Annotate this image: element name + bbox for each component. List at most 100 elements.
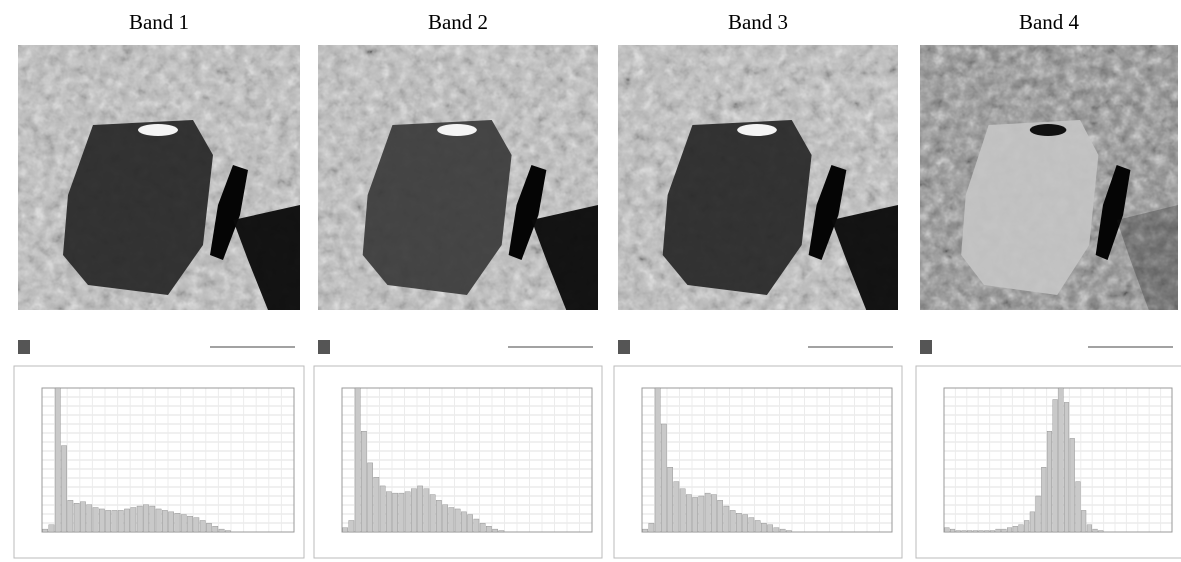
- histogram-bar: [105, 510, 112, 533]
- panel-title: Band 4: [1019, 10, 1080, 34]
- bright-spot: [737, 124, 777, 136]
- histogram-bar: [779, 528, 786, 533]
- histogram-bar: [967, 530, 973, 533]
- histogram-bar: [48, 524, 55, 533]
- histogram-bar: [1041, 467, 1047, 533]
- histogram-bar: [392, 492, 398, 533]
- histogram-bar: [661, 423, 667, 533]
- dark-region: [362, 120, 512, 295]
- histogram-bar: [1081, 510, 1087, 533]
- bay: [233, 205, 300, 310]
- histogram-bar: [442, 504, 448, 533]
- legend-ramp: [18, 340, 30, 354]
- histogram-bar: [367, 462, 373, 533]
- histogram-bar: [1069, 438, 1075, 533]
- dark-region: [961, 120, 1099, 295]
- histogram-bar: [187, 515, 193, 533]
- dark-region: [63, 120, 213, 295]
- histogram-bar: [773, 527, 780, 533]
- histogram-bar: [767, 524, 773, 533]
- histogram-bar: [218, 528, 225, 533]
- histogram-bar: [1029, 511, 1035, 533]
- legend-ramp: [920, 340, 932, 354]
- histogram-bar: [117, 510, 124, 533]
- histogram-bar: [111, 510, 118, 533]
- histogram-bar: [212, 526, 219, 533]
- histogram-bar: [698, 495, 705, 533]
- histogram-bar: [386, 491, 392, 533]
- histogram-bar: [786, 530, 792, 533]
- histogram-bar: [717, 500, 723, 533]
- histogram-bar: [361, 431, 367, 533]
- histogram-bar: [492, 528, 498, 533]
- histogram-bar: [692, 497, 698, 533]
- lake: [808, 165, 847, 260]
- histogram-bar: [130, 507, 137, 533]
- histogram-bar: [61, 445, 67, 533]
- histogram-bar: [1024, 520, 1030, 533]
- histogram-bar: [454, 508, 461, 533]
- histogram-bar: [67, 500, 74, 533]
- histogram-bar: [1012, 526, 1018, 533]
- histogram-bar: [761, 523, 767, 533]
- histogram-bar: [80, 501, 86, 533]
- histogram-bar: [667, 467, 673, 533]
- histogram-bar: [423, 488, 430, 533]
- bright-spot: [1029, 124, 1067, 136]
- histogram-bar: [373, 477, 380, 533]
- histogram-bar: [354, 387, 361, 533]
- histogram-bar: [742, 514, 748, 533]
- histogram-bar: [1058, 387, 1064, 533]
- bright-spot: [437, 124, 477, 136]
- band-image: [618, 45, 898, 310]
- histogram-bar: [168, 511, 175, 533]
- histogram-bar: [686, 494, 692, 533]
- bay: [1116, 205, 1178, 310]
- histogram-bar: [342, 527, 348, 533]
- histogram-bar: [978, 530, 984, 533]
- histogram-bar: [136, 505, 143, 533]
- lake: [1095, 165, 1131, 260]
- histogram-bar: [729, 510, 736, 533]
- plot-area: [41, 387, 295, 533]
- histogram-bar: [648, 523, 655, 533]
- histogram-bar: [124, 508, 130, 533]
- histogram-bar: [754, 520, 761, 533]
- plot-area: [943, 387, 1173, 533]
- bright-spot: [138, 124, 178, 136]
- histogram-bar: [161, 510, 168, 533]
- histogram-bar: [180, 514, 187, 533]
- lake: [210, 165, 248, 260]
- histogram-bar: [436, 500, 442, 533]
- panel-title: Band 1: [129, 10, 189, 34]
- band-image: [18, 45, 300, 310]
- histogram-bar: [1063, 402, 1070, 533]
- histogram-bar: [86, 504, 93, 533]
- histogram-bar: [398, 492, 405, 533]
- histogram-bar: [711, 494, 717, 533]
- histogram-bar: [155, 508, 162, 533]
- histogram-bar: [143, 504, 149, 533]
- histogram-bar: [417, 485, 423, 533]
- histogram-bar: [411, 488, 417, 533]
- histogram-bar: [224, 530, 231, 533]
- histogram-bar: [679, 488, 686, 533]
- histogram-bar: [1098, 530, 1104, 533]
- histogram-bar: [995, 528, 1001, 533]
- histogram-bar: [98, 508, 105, 533]
- panel: Band 3: [613, 10, 903, 559]
- histogram-bar: [54, 387, 61, 533]
- histogram-bar: [1086, 524, 1092, 533]
- histogram-bar: [1092, 528, 1098, 533]
- histogram-bar: [673, 481, 680, 533]
- lake: [508, 165, 547, 260]
- legend-ramp: [618, 340, 630, 354]
- histogram-bar: [486, 526, 492, 533]
- plot-area: [641, 387, 893, 533]
- histogram-bar: [92, 507, 99, 533]
- histogram-bar: [1046, 431, 1052, 533]
- histogram-bar: [642, 528, 648, 533]
- band-image: [318, 45, 598, 310]
- histogram-bar: [1052, 399, 1058, 533]
